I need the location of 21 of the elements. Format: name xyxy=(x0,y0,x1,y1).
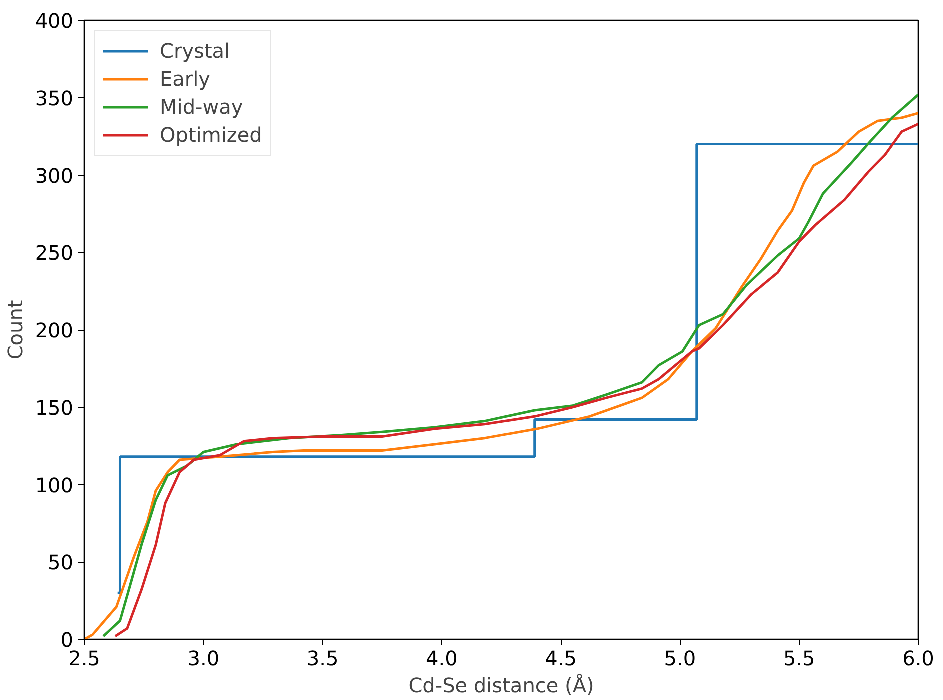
x-tick-label: 4.0 xyxy=(426,646,458,670)
legend-label: Mid-way xyxy=(160,95,244,119)
y-tick-label: 300 xyxy=(35,164,74,188)
y-tick-label: 150 xyxy=(35,396,74,420)
y-tick-label: 250 xyxy=(35,241,74,266)
y-tick-label: 400 xyxy=(35,9,74,33)
x-tick-label: 5.5 xyxy=(783,646,816,670)
y-tick-label: 100 xyxy=(35,473,74,498)
x-tick-label: 6.0 xyxy=(902,646,934,670)
y-axis-title: Count xyxy=(3,300,28,360)
x-axis-title: Cd-Se distance (Å) xyxy=(408,674,594,698)
x-tick-label: 5.0 xyxy=(664,646,696,670)
x-tick-label: 4.5 xyxy=(545,646,577,670)
x-tick-label: 3.5 xyxy=(306,646,339,670)
legend-label: Optimized xyxy=(160,123,262,147)
y-tick-label: 50 xyxy=(48,550,74,575)
y-tick-label: 200 xyxy=(35,318,74,342)
x-tick-label: 3.0 xyxy=(188,646,220,670)
legend-label: Crystal xyxy=(160,39,230,63)
legend-label: Early xyxy=(160,67,211,91)
y-tick-label: 350 xyxy=(35,86,74,110)
